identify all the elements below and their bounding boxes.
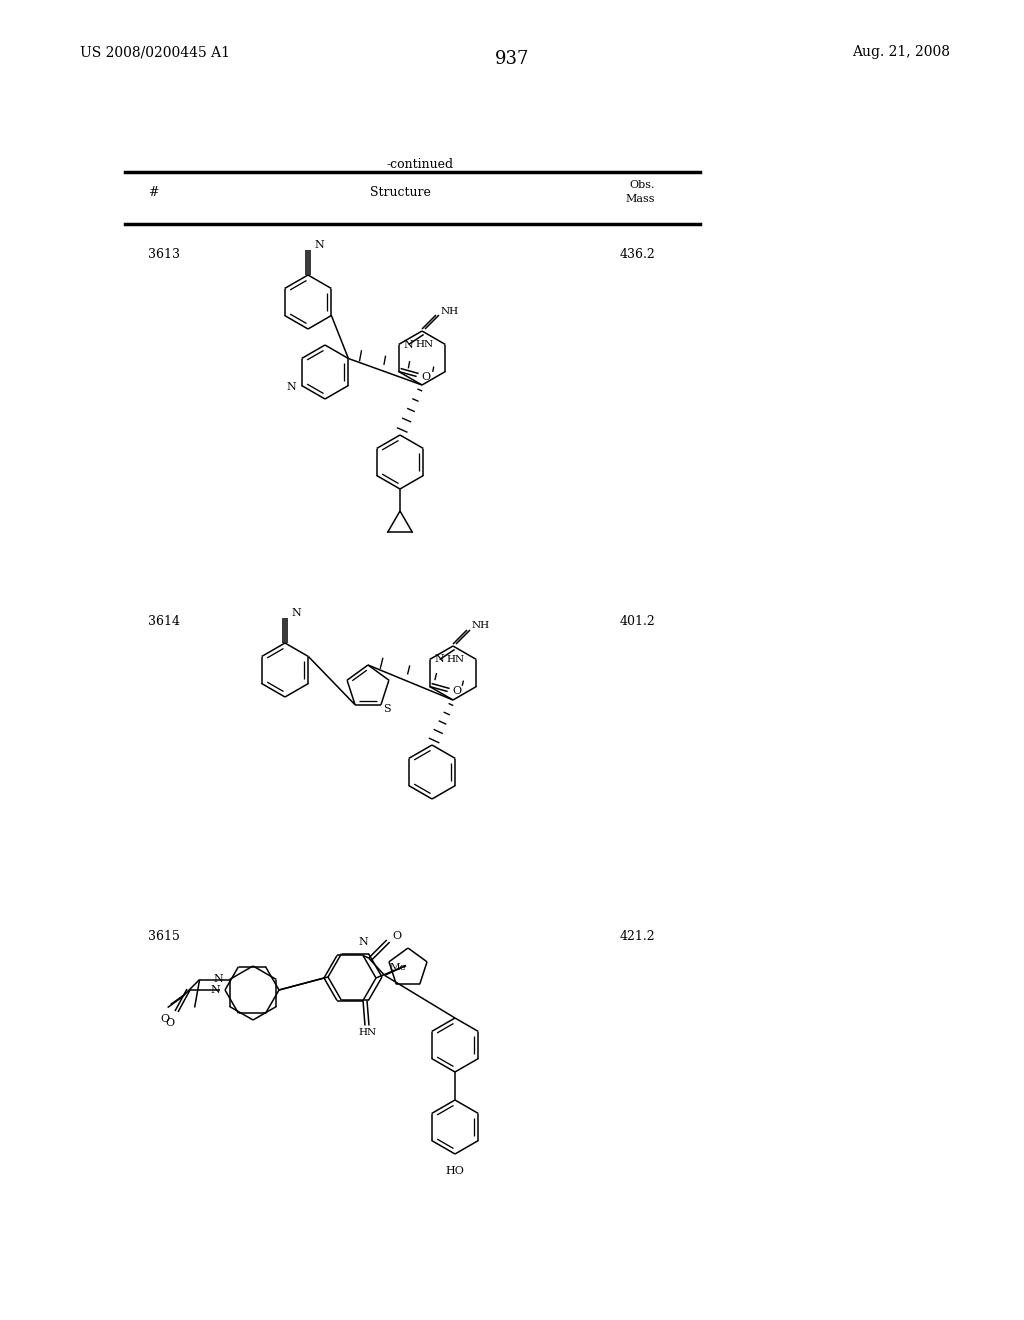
Text: 937: 937 — [495, 50, 529, 69]
Text: 3613: 3613 — [148, 248, 180, 261]
Text: Structure: Structure — [370, 186, 430, 198]
Text: N: N — [291, 609, 301, 618]
Text: 436.2: 436.2 — [620, 248, 655, 261]
Text: 3614: 3614 — [148, 615, 180, 628]
Text: Mass: Mass — [626, 194, 655, 205]
Text: #: # — [148, 186, 159, 198]
Text: N: N — [403, 339, 414, 350]
Text: O: O — [422, 371, 431, 381]
Text: 3615: 3615 — [148, 931, 180, 942]
Text: HO: HO — [445, 1166, 465, 1176]
Text: Obs.: Obs. — [630, 180, 655, 190]
Text: O: O — [160, 1014, 169, 1023]
Text: NH: NH — [472, 622, 490, 631]
Text: O: O — [453, 686, 462, 697]
Text: HN: HN — [416, 341, 433, 348]
Text: -continued: -continued — [386, 158, 454, 172]
Text: NH: NH — [441, 306, 459, 315]
Text: O: O — [392, 931, 401, 941]
Text: S: S — [383, 704, 390, 714]
Text: O: O — [166, 1018, 174, 1028]
Text: N: N — [214, 974, 223, 985]
Text: N: N — [358, 937, 368, 948]
Text: N: N — [434, 655, 444, 664]
Text: N: N — [287, 383, 297, 392]
Text: N: N — [210, 985, 220, 995]
Text: 401.2: 401.2 — [620, 615, 655, 628]
Text: HN: HN — [358, 1028, 376, 1038]
Text: N: N — [314, 240, 324, 249]
Text: US 2008/0200445 A1: US 2008/0200445 A1 — [80, 45, 230, 59]
Text: Me: Me — [389, 962, 407, 972]
Text: 421.2: 421.2 — [620, 931, 655, 942]
Text: Aug. 21, 2008: Aug. 21, 2008 — [852, 45, 950, 59]
Text: HN: HN — [446, 655, 464, 664]
